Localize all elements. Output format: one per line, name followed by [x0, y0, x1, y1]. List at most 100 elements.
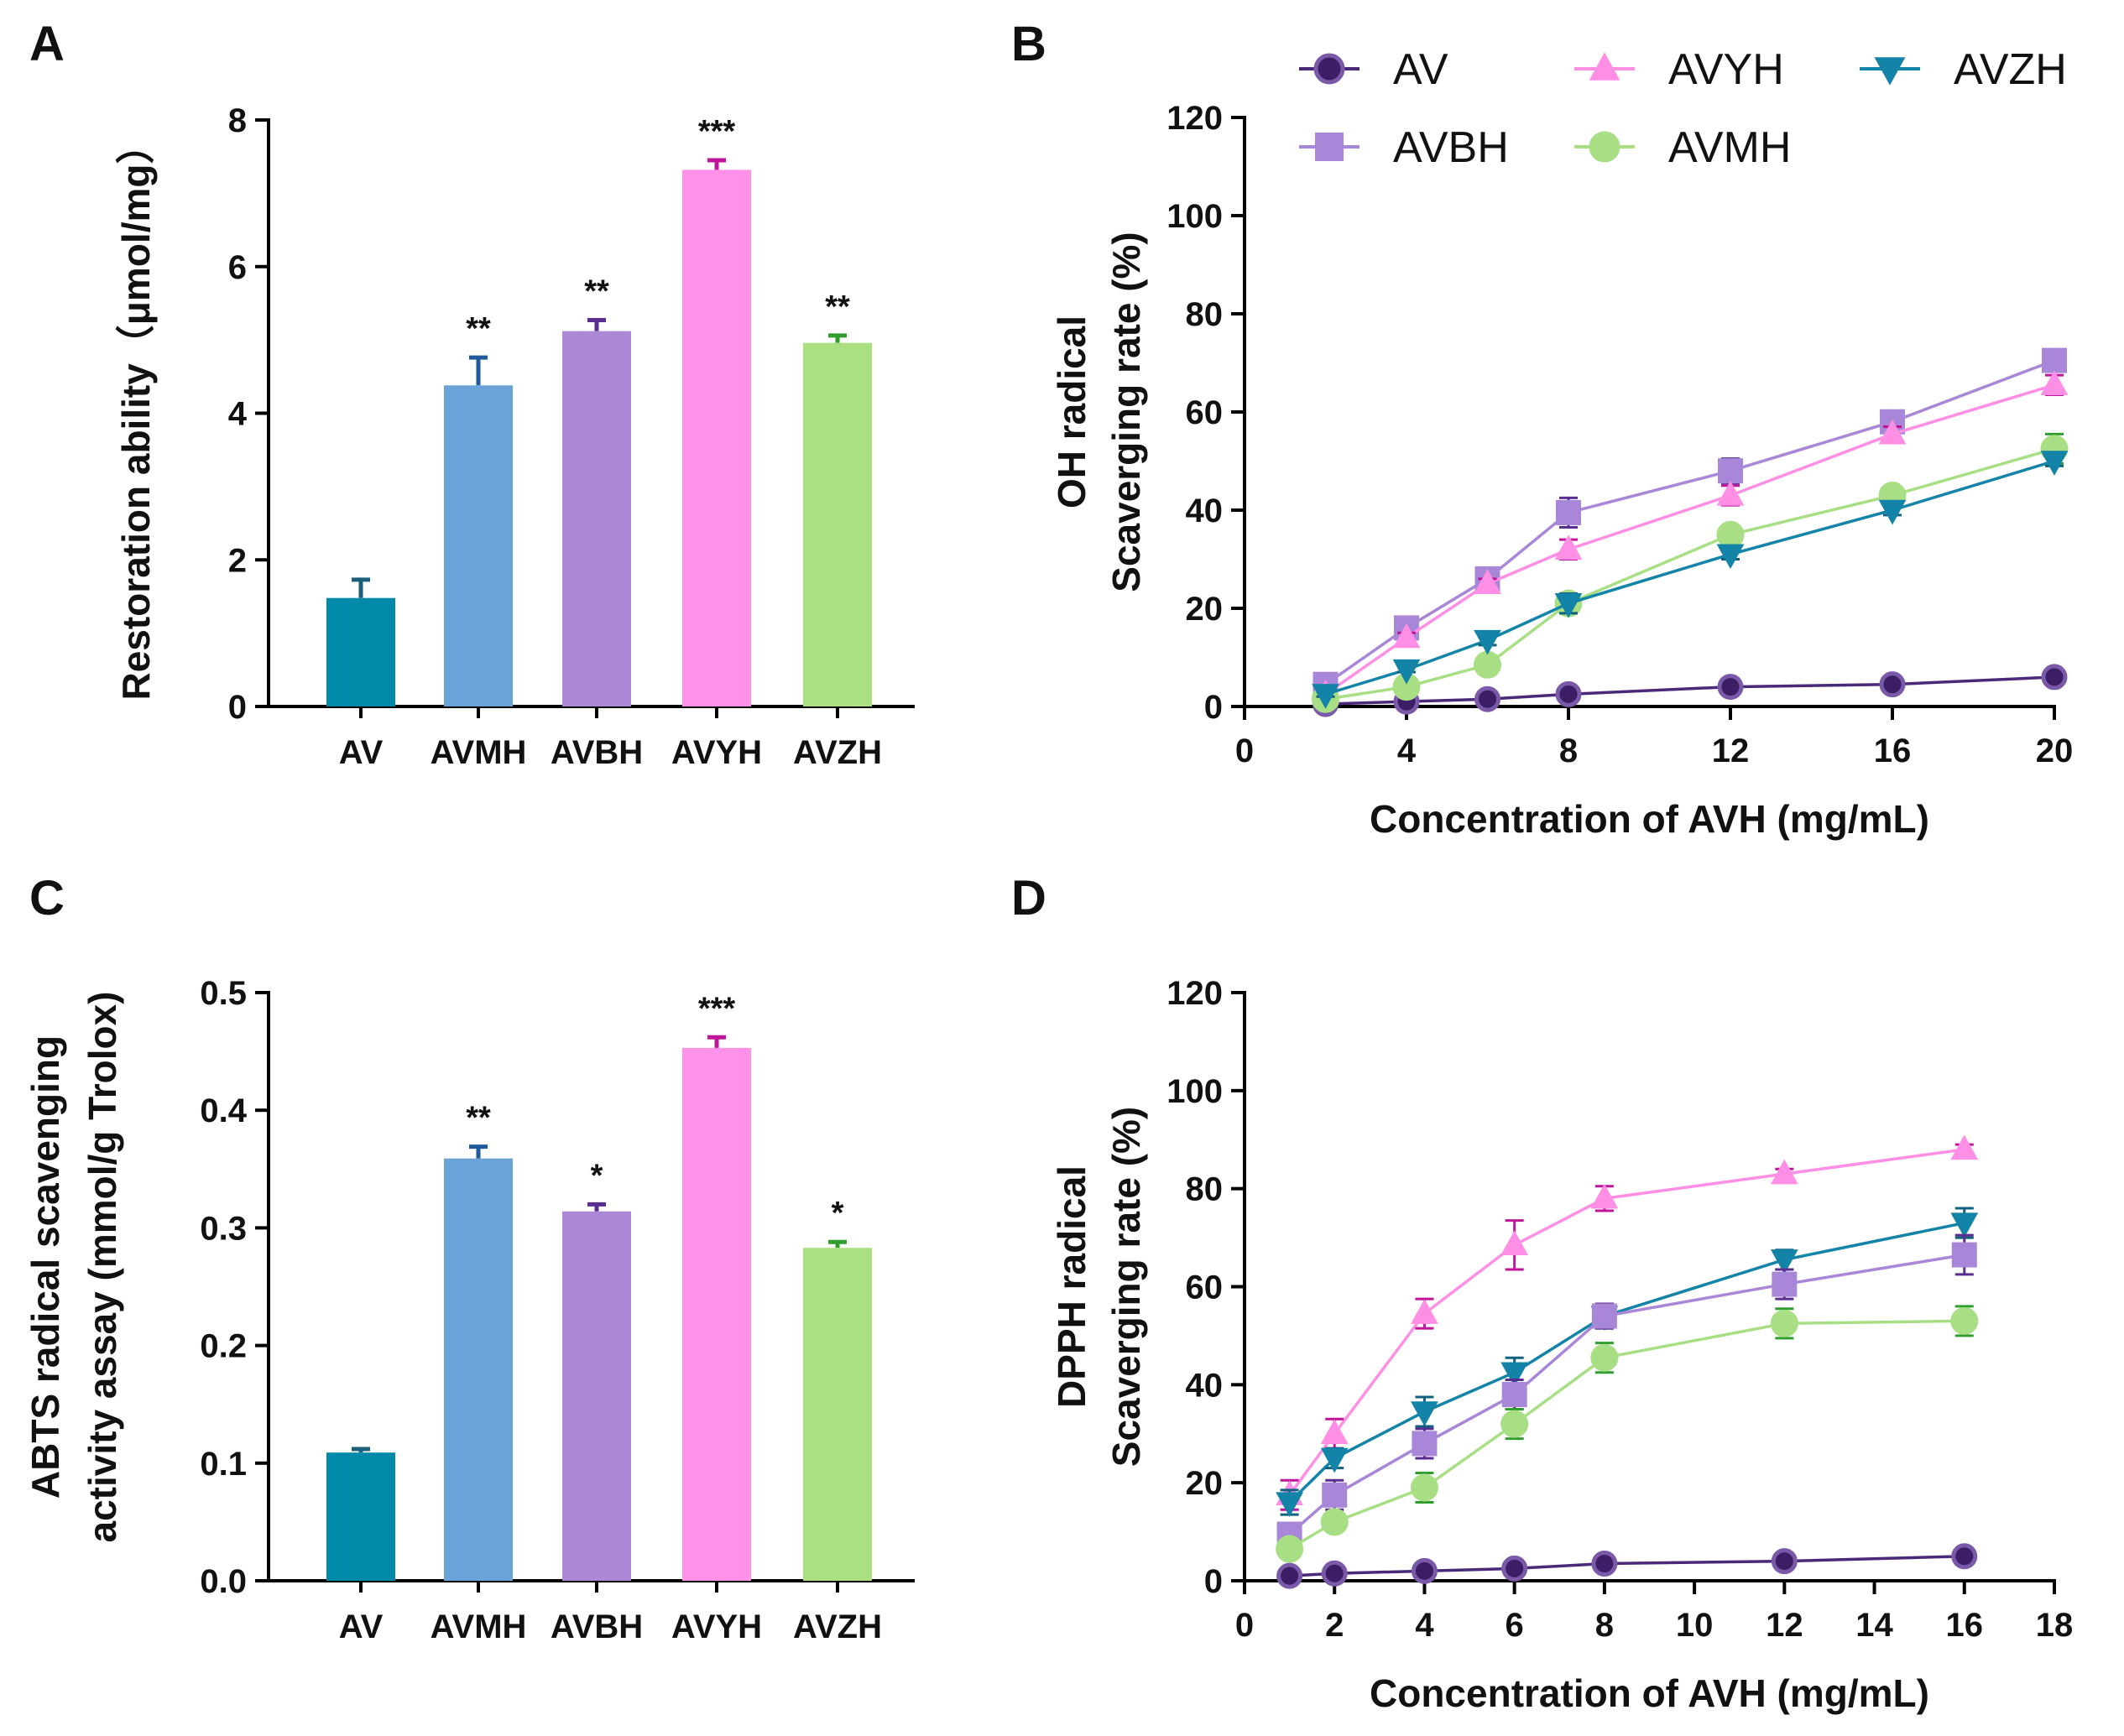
bar-av	[326, 597, 395, 706]
legend-marker-avmh	[1589, 131, 1620, 163]
series-avbh	[1312, 347, 2067, 697]
series-line-avyh	[1324, 383, 2055, 696]
y-tick-label: 0.5	[200, 975, 247, 1012]
y-tick-label: 120	[1166, 100, 1223, 137]
legend-label-avzh: AVZH	[1954, 45, 2067, 94]
data-point-avbh	[1718, 458, 1743, 484]
bar-avbh	[562, 1211, 631, 1581]
bar-avzh	[803, 342, 872, 706]
data-point-avzh	[1474, 629, 1501, 655]
y-tick-label: 0.0	[200, 1563, 247, 1600]
data-point-avmh	[1474, 650, 1501, 679]
significance-avbh: *	[591, 1158, 603, 1193]
data-point-av	[1591, 1551, 1618, 1577]
x-tick-label-avbh: AVBH	[551, 734, 643, 771]
panel-d-dpph-line-chart: 0 20 40 60 80 100 120 0 2 4 6 8 10 12 14 16 18 Concentrat…	[1050, 975, 2073, 1715]
significance-avyh: ***	[698, 114, 736, 149]
y-axis-title-line1: DPPH radical	[1050, 1165, 1093, 1408]
x-tick-label-avmh: AVMH	[431, 734, 527, 771]
data-point-avyh	[2040, 370, 2069, 396]
legend-label-avbh: AVBH	[1393, 123, 1509, 172]
legend-label-avmh: AVMH	[1668, 123, 1791, 172]
series-avmh	[1276, 1305, 1979, 1563]
data-point-avmh	[1276, 1535, 1304, 1563]
data-point-avzh	[1770, 1249, 1798, 1275]
y-tick-label: 100	[1166, 1073, 1223, 1110]
data-point-avyh	[1554, 534, 1583, 560]
y-tick-label: 0	[228, 689, 247, 726]
data-point-avmh	[1410, 1473, 1438, 1502]
significance-avmh: **	[466, 1101, 491, 1136]
y-tick-label: 6	[228, 249, 247, 286]
x-tick-label: 6	[1506, 1607, 1524, 1644]
x-tick-label-avzh: AVZH	[793, 734, 882, 771]
x-tick-label-avzh: AVZH	[793, 1608, 882, 1645]
bar-avyh	[682, 169, 751, 707]
bar-avyh	[682, 1047, 751, 1581]
y-tick-label: 100	[1166, 198, 1223, 235]
y-axis-title-line2: activity assay (mmol/g Trolox)	[81, 991, 124, 1542]
y-tick-label: 0	[1204, 1563, 1223, 1600]
data-point-avbh	[2042, 347, 2067, 373]
series-avmh	[1312, 432, 2069, 713]
data-point-av	[1321, 1560, 1348, 1587]
data-point-av	[1717, 674, 1744, 701]
panel-b-oh-radical-line-chart: 0 20 40 60 80 100 120 0 4 8 12 16 20 Concentration of…	[1050, 100, 2073, 841]
x-tick-label-avyh: AVYH	[671, 1608, 762, 1645]
legend-item-avbh: AVBH	[1299, 123, 1509, 172]
data-point-avmh	[1770, 1309, 1798, 1337]
data-point-av	[1951, 1543, 1978, 1570]
y-axis-title-line2: Scaverging rate (%)	[1104, 232, 1148, 592]
y-tick-label: 20	[1186, 591, 1224, 628]
y-tick-label: 8	[228, 102, 247, 139]
data-point-avyh	[1500, 1230, 1529, 1256]
bar-avzh	[803, 1248, 872, 1581]
series-line-av	[1289, 1555, 1965, 1577]
y-tick-label: 80	[1186, 296, 1224, 333]
y-tick-label: 0.2	[200, 1328, 247, 1365]
y-axis-title-line1: OH radical	[1050, 315, 1093, 508]
y-tick-label: 0.1	[200, 1446, 247, 1483]
x-tick-label: 10	[1676, 1607, 1714, 1644]
series-line-av	[1325, 675, 2055, 706]
y-axis-title-line1: ABTS radical scavenging	[23, 1035, 67, 1499]
legend-item-avzh: AVZH	[1860, 45, 2067, 94]
panel-a-restoration-bar-chart: 0 2 4 6 8 AV AVMH ** AVBH ** AVYH *** AVZH ** Restorat…	[114, 102, 915, 771]
panel-letter-c: C	[29, 871, 65, 925]
data-point-av	[1501, 1555, 1528, 1582]
series-line-avbh	[1324, 358, 2055, 686]
x-axis-title: Concentration of AVH (mg/mL)	[1370, 797, 1929, 841]
legend-item-av: AV	[1299, 45, 1448, 94]
y-tick-label: 0.4	[200, 1092, 247, 1129]
data-point-av	[1771, 1548, 1798, 1575]
data-point-av	[1555, 680, 1582, 707]
x-tick-label: 16	[1946, 1607, 1984, 1644]
panel-c-abts-bar-chart: 0.0 0.1 0.2 0.3 0.4 0.5 AV AVMH ** AVBH * AVYH *** AV…	[23, 975, 915, 1645]
legend-label-avyh: AVYH	[1668, 45, 1784, 94]
y-tick-label: 0	[1204, 689, 1223, 726]
data-point-avyh	[1411, 1299, 1438, 1324]
y-tick-label: 80	[1186, 1171, 1224, 1208]
x-tick-label-av: AV	[339, 1608, 384, 1645]
legend-marker-avzh	[1874, 57, 1906, 86]
panel-letter-b: B	[1011, 17, 1046, 71]
panel-letter-d: D	[1011, 871, 1046, 925]
data-point-avzh	[1716, 544, 1745, 570]
data-point-avbh	[1501, 1382, 1527, 1408]
x-tick-label: 8	[1595, 1607, 1614, 1644]
x-tick-label: 20	[2036, 732, 2074, 769]
legend-item-avyh: AVYH	[1574, 45, 1784, 94]
data-point-avyh	[1878, 419, 1907, 445]
legend: AV AVYH AVZH AVBH AVMH	[1299, 45, 2067, 172]
bar-av	[326, 1452, 395, 1581]
series-avyh	[1312, 370, 2069, 705]
data-point-avzh	[2040, 451, 2069, 476]
data-point-avyh	[1770, 1159, 1798, 1185]
bar-avmh	[444, 385, 513, 706]
series-avbh	[1276, 1233, 1977, 1547]
legend-label-av: AV	[1393, 45, 1448, 94]
data-point-avmh	[1950, 1306, 1979, 1335]
data-point-avmh	[1590, 1343, 1619, 1372]
y-tick-label: 0.3	[200, 1210, 247, 1247]
series-line-avzh	[1324, 459, 2055, 696]
